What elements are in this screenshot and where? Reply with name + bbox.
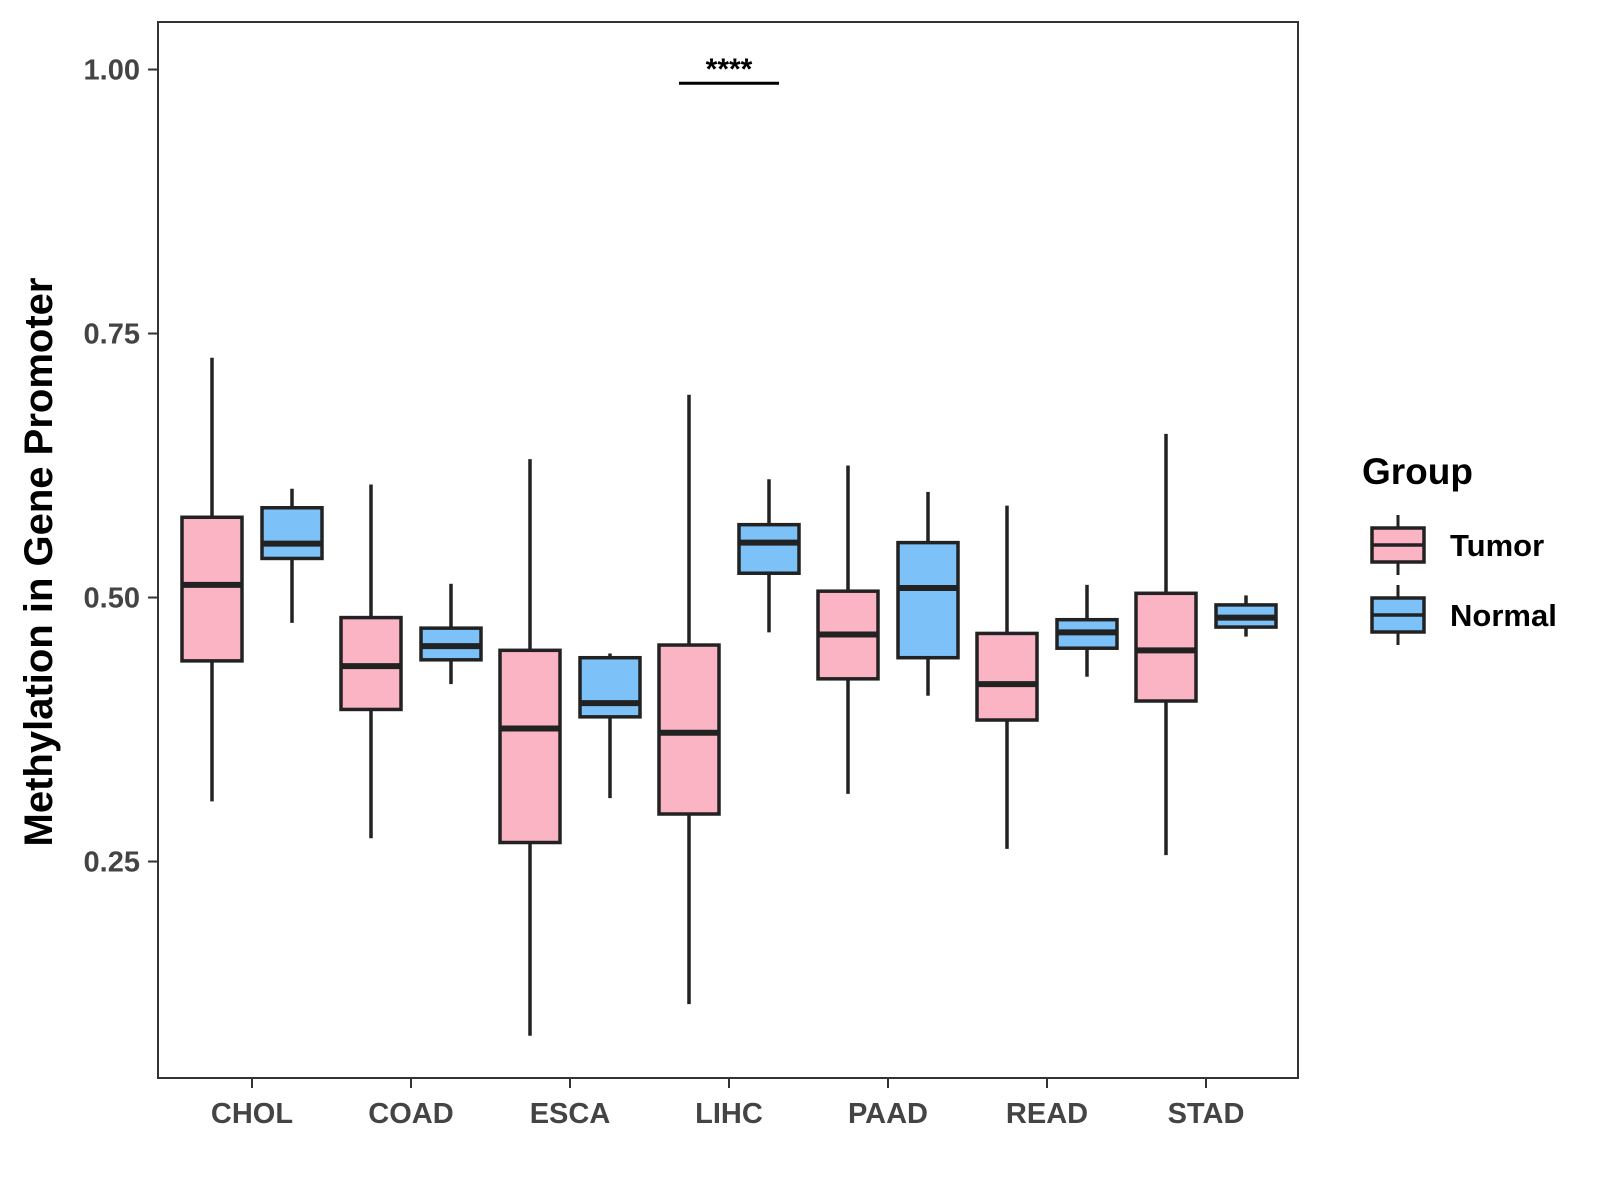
box-normal-lihc [737, 479, 801, 633]
box-body [180, 515, 244, 663]
box-tumor-paad [816, 465, 880, 794]
legend: Group Tumor Normal [1362, 451, 1557, 645]
legend-label: Tumor [1450, 528, 1544, 563]
box-tumor-coad [339, 484, 403, 839]
box-tumor-read [975, 505, 1039, 849]
box-body [737, 522, 801, 575]
box-normal-stad [1214, 595, 1278, 637]
box-normal-chol [260, 488, 324, 623]
x-tick-label-paad: PAAD [848, 1098, 928, 1130]
box-body [1134, 591, 1198, 703]
box-normal-paad [896, 491, 960, 696]
x-tick-label-coad: COAD [368, 1098, 453, 1130]
y-tick-label: 0.75 [84, 319, 140, 351]
box-normal-esca [578, 653, 642, 799]
y-axis-title: Methylation in Gene Promoter [17, 278, 61, 847]
y-tick-label: 1.00 [84, 55, 140, 87]
legend-label: Normal [1450, 598, 1557, 633]
y-tick-label: 0.25 [84, 847, 140, 879]
box-body [260, 506, 324, 561]
x-tick-label-lihc: LIHC [695, 1098, 763, 1130]
box-normal-coad [419, 583, 483, 685]
x-tick-label-chol: CHOL [211, 1098, 293, 1130]
x-tick-label-stad: STAD [1168, 1098, 1245, 1130]
x-tick-label-read: READ [1006, 1098, 1088, 1130]
box-body [975, 631, 1039, 722]
box-body [657, 643, 721, 816]
box-tumor-stad [1134, 433, 1198, 856]
box-body [896, 540, 960, 660]
legend-item-normal: Normal [1370, 585, 1557, 645]
box-normal-read [1055, 584, 1119, 677]
legend-title: Group [1362, 451, 1473, 492]
legend-item-tumor: Tumor [1370, 515, 1544, 575]
plot-area: **** [180, 53, 1278, 1036]
box-body [498, 648, 562, 845]
box-body [578, 655, 642, 719]
box-tumor-chol [180, 357, 244, 802]
significance-label: **** [706, 53, 753, 86]
y-tick-label: 0.50 [84, 583, 140, 615]
box-tumor-lihc [657, 394, 721, 1005]
x-tick-label-esca: ESCA [530, 1098, 611, 1130]
box-tumor-esca [498, 459, 562, 1036]
axes: 0.25 0.50 0.75 1.00 CHOL COAD ESCA LIHC PAAD READ… [84, 55, 1245, 1130]
